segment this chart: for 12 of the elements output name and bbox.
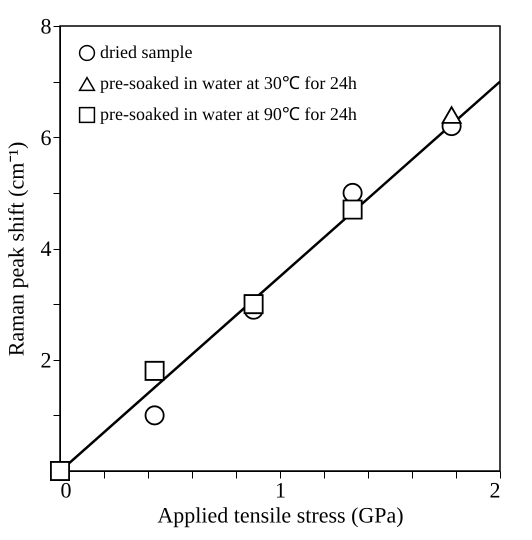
legend-label: pre-soaked in water at 30℃ for 24h [100, 73, 357, 93]
x-tick-label: 0 [60, 478, 72, 502]
y-tick-label: 2 [40, 347, 52, 372]
y-tick-label: 8 [40, 14, 52, 38]
y-axis-title: Raman peak shift (cm⁻¹) [4, 142, 28, 356]
x-tick-label: 1 [275, 478, 286, 502]
legend-label: pre-soaked in water at 90℃ for 24h [100, 104, 357, 124]
y-tick-label: 6 [40, 124, 52, 150]
legend-label: dried sample [100, 42, 192, 62]
y-tick-label: 4 [40, 236, 52, 261]
x-tick-label: 2 [490, 478, 500, 502]
x-axis-title: Applied tensile stress (GPa) [157, 502, 404, 528]
